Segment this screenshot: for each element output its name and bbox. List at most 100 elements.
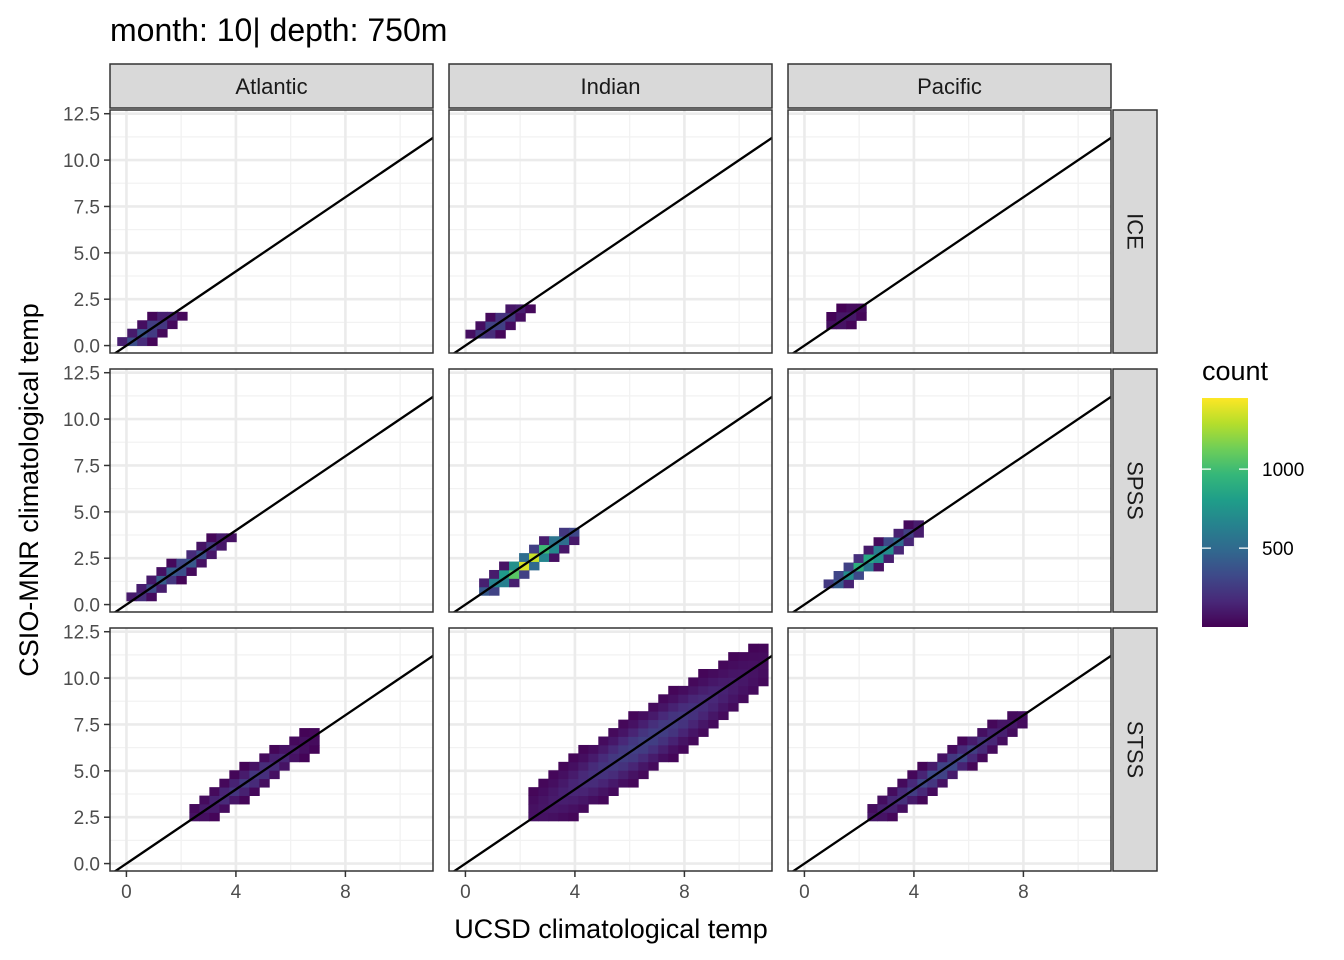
heatmap-bin xyxy=(728,694,739,704)
heatmap-bin xyxy=(728,668,739,678)
legend-tick-label: 500 xyxy=(1262,539,1294,560)
heatmap-bin xyxy=(249,761,260,771)
heatmap-bin xyxy=(485,329,496,339)
heatmap-bin xyxy=(525,304,536,314)
heatmap-bin xyxy=(658,728,669,737)
heatmap-bin xyxy=(559,536,570,546)
legend: count 500 1000 xyxy=(1202,356,1304,627)
heatmap-bin xyxy=(648,702,659,712)
y-tick-label: 7.5 xyxy=(74,456,100,477)
heatmap-bin xyxy=(226,533,237,543)
heatmap-bin xyxy=(846,312,857,321)
heatmap-bin xyxy=(186,567,197,576)
heatmap-bin xyxy=(748,660,759,670)
heatmap-bin xyxy=(846,303,857,313)
heatmap-bin xyxy=(147,320,158,330)
panel-border xyxy=(787,627,1112,872)
heatmap-bin xyxy=(548,787,559,796)
heatmap-bin xyxy=(1017,719,1028,729)
reference-line xyxy=(113,136,433,353)
x-tick-label: 8 xyxy=(1018,882,1029,903)
x-tick-label: 0 xyxy=(460,882,471,903)
heatmap-bin xyxy=(678,694,689,704)
heatmap-bin xyxy=(843,579,854,589)
heatmap-bin xyxy=(638,711,649,721)
reference-line xyxy=(113,395,433,612)
heatmap-bin xyxy=(688,677,699,687)
heatmap-bin xyxy=(873,545,884,555)
heatmap-bin xyxy=(678,744,689,754)
heatmap-bin xyxy=(846,320,857,330)
panel-bins xyxy=(117,311,188,346)
panel-pacific-stss xyxy=(787,627,1112,872)
heatmap-bin xyxy=(668,736,679,746)
heatmap-bin xyxy=(309,728,320,737)
heatmap-bin xyxy=(219,787,230,796)
y-tick-label: 12.5 xyxy=(63,623,100,644)
y-tick-label: 7.5 xyxy=(74,197,100,218)
heatmap-bin xyxy=(519,553,530,562)
heatmap-bin xyxy=(937,753,948,763)
heatmap-bin xyxy=(967,736,978,746)
heatmap-bin xyxy=(728,685,739,695)
heatmap-bin xyxy=(937,770,948,780)
heatmap-bin xyxy=(688,719,699,729)
heatmap-bin xyxy=(658,702,669,712)
x-tick-label: 4 xyxy=(570,882,581,903)
heatmap-bin xyxy=(578,795,589,805)
heatmap-bin xyxy=(843,562,854,572)
reference-line xyxy=(791,136,1111,353)
heatmap-bin xyxy=(648,711,659,721)
heatmap-bin xyxy=(489,569,500,579)
heatmap-bin xyxy=(209,787,220,796)
facet-strip-column xyxy=(448,63,773,109)
panel-border xyxy=(109,627,434,872)
heatmap-bin xyxy=(927,770,938,780)
heatmap-bin xyxy=(887,795,898,805)
panel-grid xyxy=(449,369,772,612)
heatmap-bin xyxy=(157,328,168,338)
heatmap-bin xyxy=(529,561,540,571)
heatmap-bin xyxy=(648,719,659,729)
heatmap-bin xyxy=(608,787,619,796)
heatmap-bin xyxy=(299,744,310,754)
heatmap-bin xyxy=(758,643,769,653)
legend-colorbar xyxy=(1202,398,1248,627)
heatmap-bin xyxy=(558,812,569,822)
heatmap-bin xyxy=(708,677,719,687)
heatmap-bin xyxy=(259,778,270,788)
heatmap-bin xyxy=(927,787,938,796)
heatmap-bin xyxy=(668,753,679,763)
heatmap-bin xyxy=(648,761,659,771)
heatmap-bin xyxy=(668,694,679,704)
heatmap-bin xyxy=(249,787,260,796)
heatmap-bin xyxy=(166,567,177,576)
heatmap-bin xyxy=(758,677,769,687)
heatmap-bin xyxy=(957,761,968,771)
heatmap-bin xyxy=(126,592,137,602)
heatmap-bin xyxy=(489,578,500,588)
heatmap-bin xyxy=(598,753,609,763)
facet-strip-label-row: STSS xyxy=(1123,721,1148,778)
reference-line xyxy=(791,654,1111,871)
heatmap-bin xyxy=(907,778,918,788)
y-tick-label: 12.5 xyxy=(63,105,100,126)
heatmap-bin xyxy=(608,753,619,763)
heatmap-bin xyxy=(309,744,320,754)
heatmap-bin xyxy=(495,321,506,331)
heatmap-bin xyxy=(177,311,188,321)
heatmap-bin xyxy=(957,736,968,746)
heatmap-bin xyxy=(917,770,928,780)
heatmap-bin xyxy=(588,761,599,771)
heatmap-bin xyxy=(748,677,759,687)
heatmap-bin xyxy=(628,770,639,780)
heatmap-bin xyxy=(856,312,867,321)
heatmap-bin xyxy=(688,711,699,721)
heatmap-bin xyxy=(229,770,240,780)
panel-grid xyxy=(788,369,1111,612)
heatmap-bin xyxy=(558,787,569,796)
heatmap-bin xyxy=(883,545,894,555)
heatmap-bin xyxy=(718,685,729,695)
x-tick-label: 4 xyxy=(909,882,920,903)
heatmap-bin xyxy=(758,652,769,661)
